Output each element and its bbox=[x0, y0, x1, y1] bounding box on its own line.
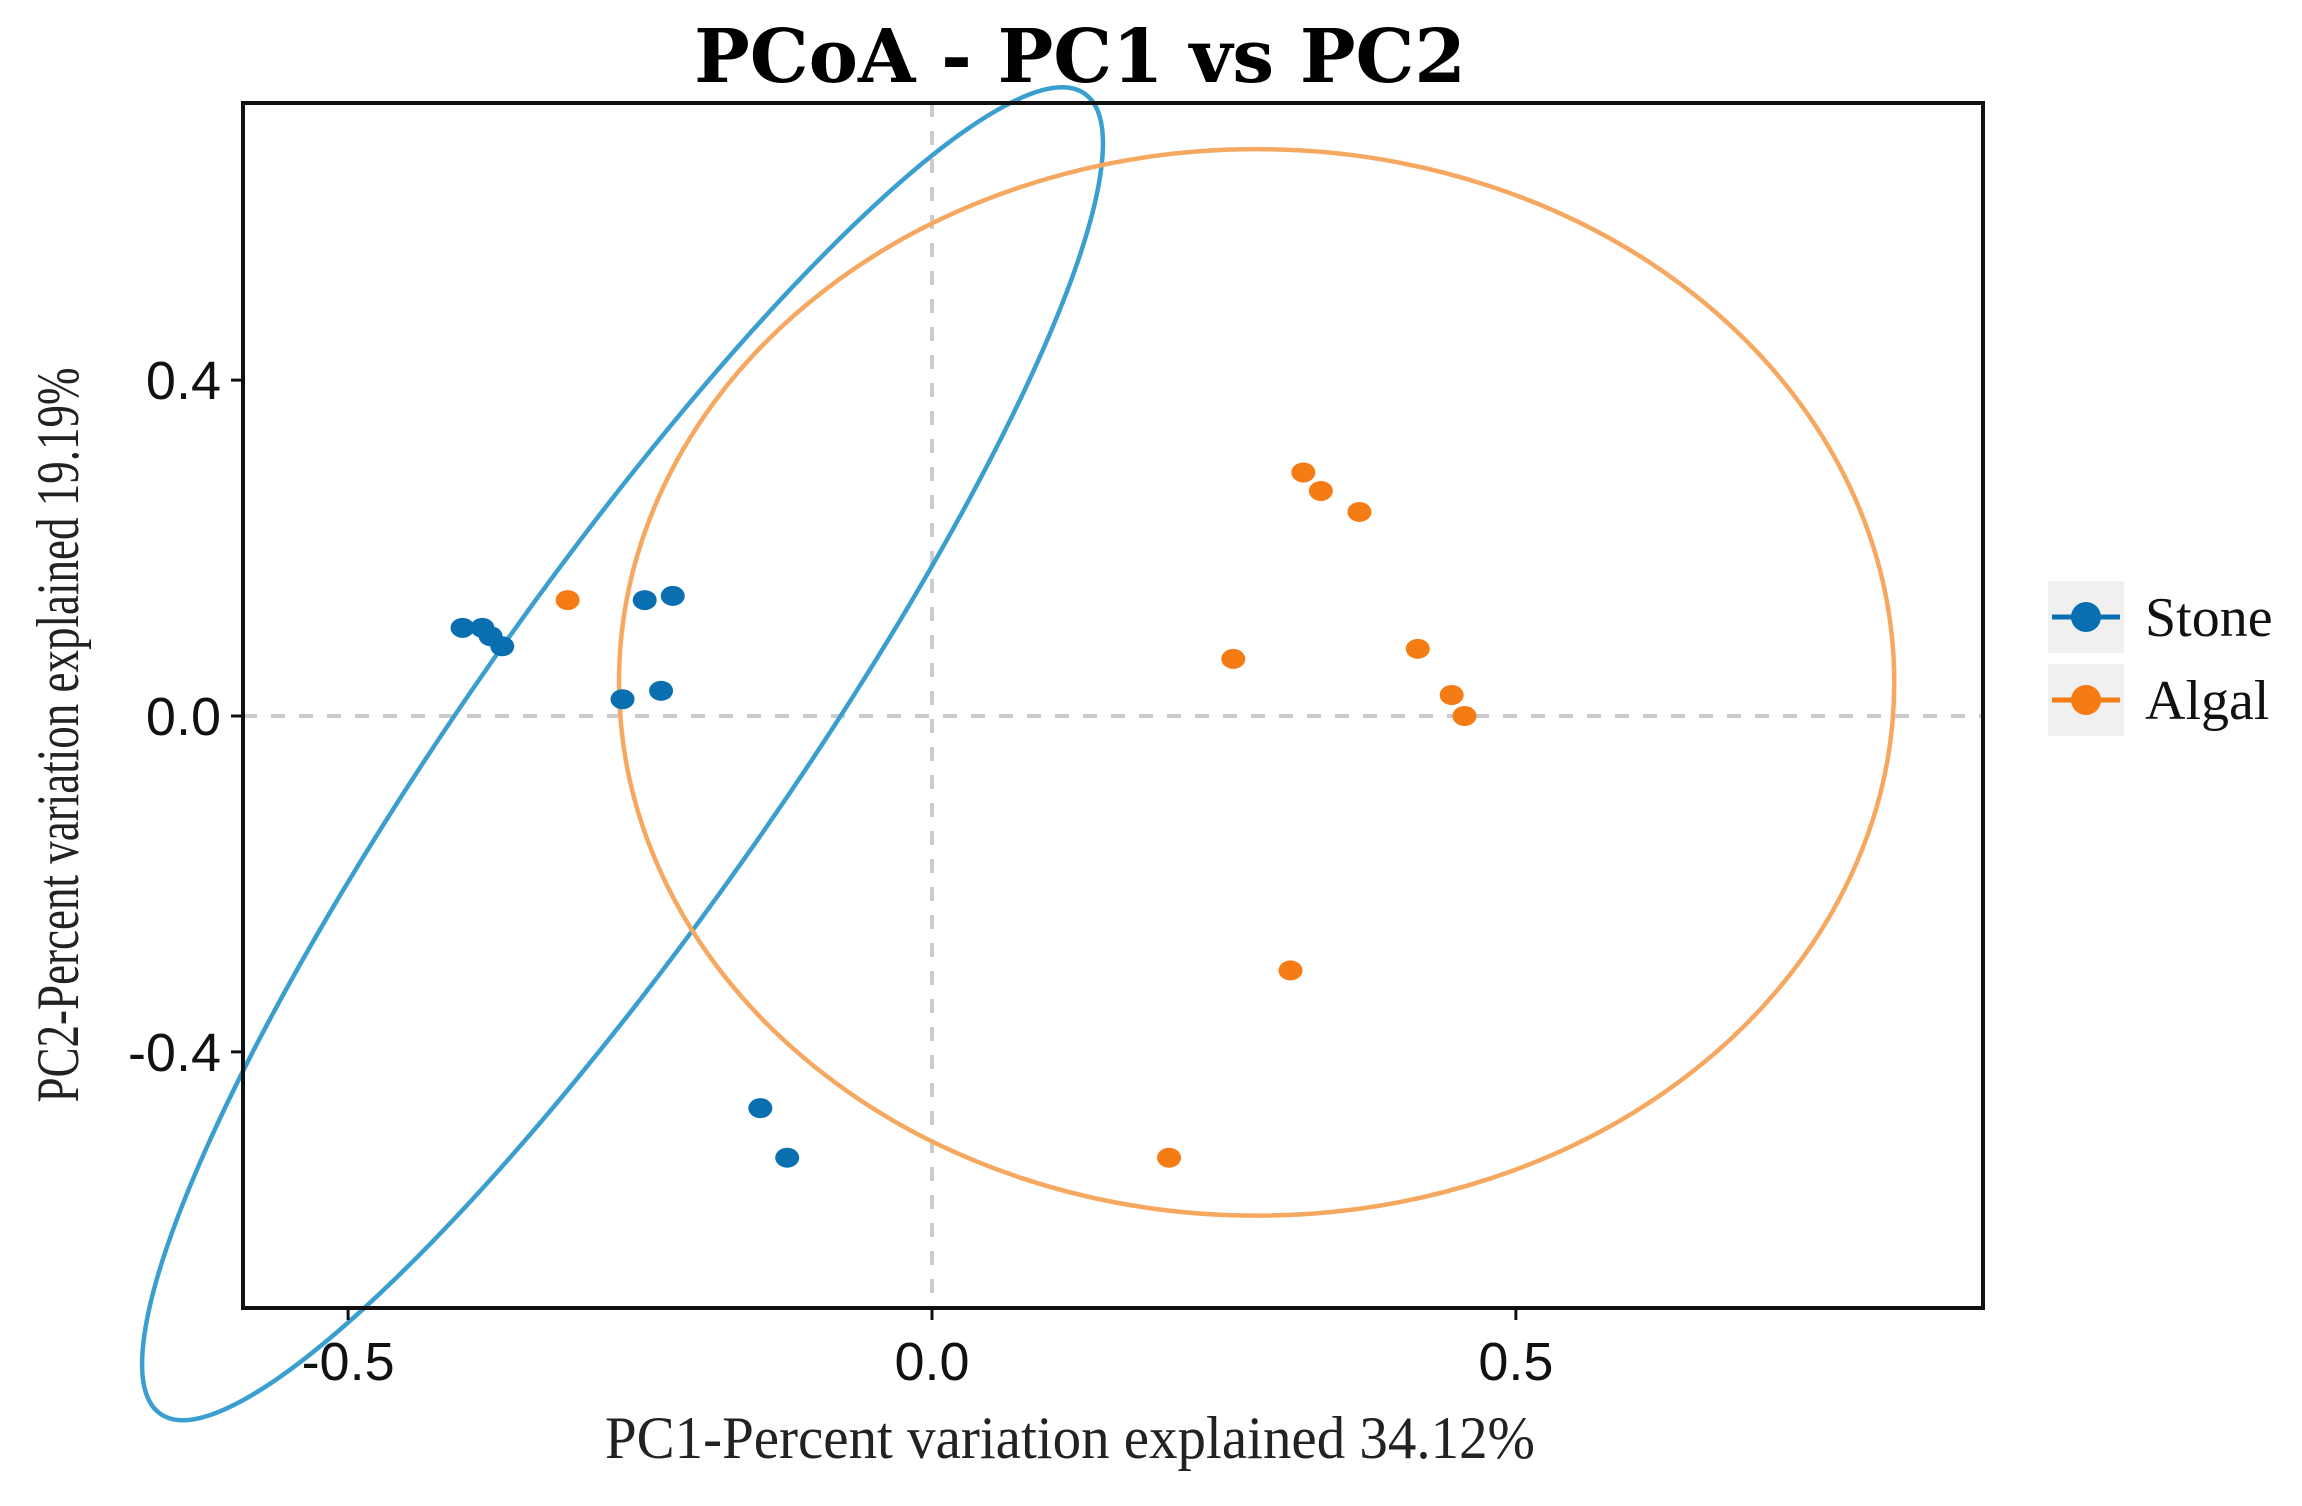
confidence-ellipses bbox=[139, 85, 1897, 1423]
stone-point-5 bbox=[610, 689, 635, 710]
plot-panel bbox=[243, 103, 1983, 1308]
y-tick-label: -0.4 bbox=[128, 1023, 221, 1083]
stone-point-6 bbox=[649, 680, 674, 701]
x-tick-label: -0.5 bbox=[302, 1332, 395, 1392]
algal-point-5 bbox=[1347, 501, 1372, 522]
x-axis-label: PC1-Percent variation explained 34.12% bbox=[605, 1405, 1535, 1471]
reference-lines bbox=[243, 103, 1983, 1308]
x-tick-label: 0.0 bbox=[894, 1332, 969, 1392]
y-axis-ticks: 0.4 0.0 -0.4 bbox=[128, 351, 243, 1083]
plot-frame bbox=[241, 101, 1985, 1310]
algal-point-4 bbox=[1308, 480, 1333, 501]
algal-point-1 bbox=[555, 590, 580, 611]
legend-label-stone: Stone bbox=[2145, 587, 2273, 649]
legend: Stone Algal bbox=[2048, 581, 2273, 736]
legend-marker-algal bbox=[2071, 685, 2101, 715]
algal-point-3 bbox=[1291, 462, 1316, 483]
stone-point-7 bbox=[632, 590, 657, 611]
algal-point-6 bbox=[1405, 638, 1430, 659]
x-axis-ticks: -0.5 0.0 0.5 bbox=[302, 1308, 1553, 1392]
y-axis-label: PC2-Percent variation explained 19.19% bbox=[25, 368, 91, 1103]
stone-point-1 bbox=[450, 617, 475, 638]
y-tick-label: 0.0 bbox=[146, 687, 221, 747]
algal-point-2 bbox=[1221, 648, 1246, 669]
algal-point-8 bbox=[1452, 705, 1477, 726]
legend-marker-stone bbox=[2071, 602, 2101, 632]
data-points bbox=[450, 462, 1477, 1168]
stone-point-10 bbox=[775, 1147, 800, 1168]
legend-label-algal: Algal bbox=[2145, 670, 2269, 732]
algal-point-10 bbox=[1157, 1147, 1182, 1168]
stone-point-4 bbox=[490, 636, 515, 657]
algal-ellipse bbox=[616, 146, 1897, 1218]
stone-ellipse bbox=[139, 85, 1106, 1423]
chart-title: PCoA - PC1 vs PC2 bbox=[694, 14, 1466, 100]
y-tick-label: 0.4 bbox=[146, 351, 221, 411]
algal-point-9 bbox=[1278, 960, 1303, 981]
x-tick-label: 0.5 bbox=[1478, 1332, 1553, 1392]
stone-point-9 bbox=[748, 1098, 773, 1119]
algal-point-7 bbox=[1439, 685, 1464, 706]
stone-point-8 bbox=[660, 585, 685, 606]
